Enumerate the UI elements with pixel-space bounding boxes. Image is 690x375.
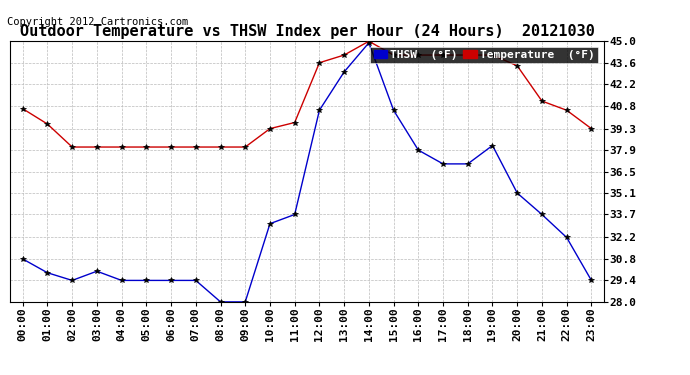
Text: Copyright 2012 Cartronics.com: Copyright 2012 Cartronics.com	[7, 17, 188, 27]
Legend: THSW  (°F), Temperature  (°F): THSW (°F), Temperature (°F)	[371, 47, 598, 63]
Title: Outdoor Temperature vs THSW Index per Hour (24 Hours)  20121030: Outdoor Temperature vs THSW Index per Ho…	[19, 24, 595, 39]
